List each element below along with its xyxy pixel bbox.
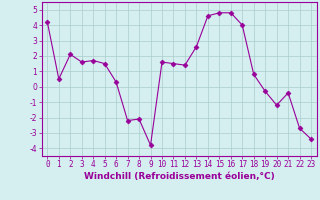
X-axis label: Windchill (Refroidissement éolien,°C): Windchill (Refroidissement éolien,°C) xyxy=(84,172,275,181)
